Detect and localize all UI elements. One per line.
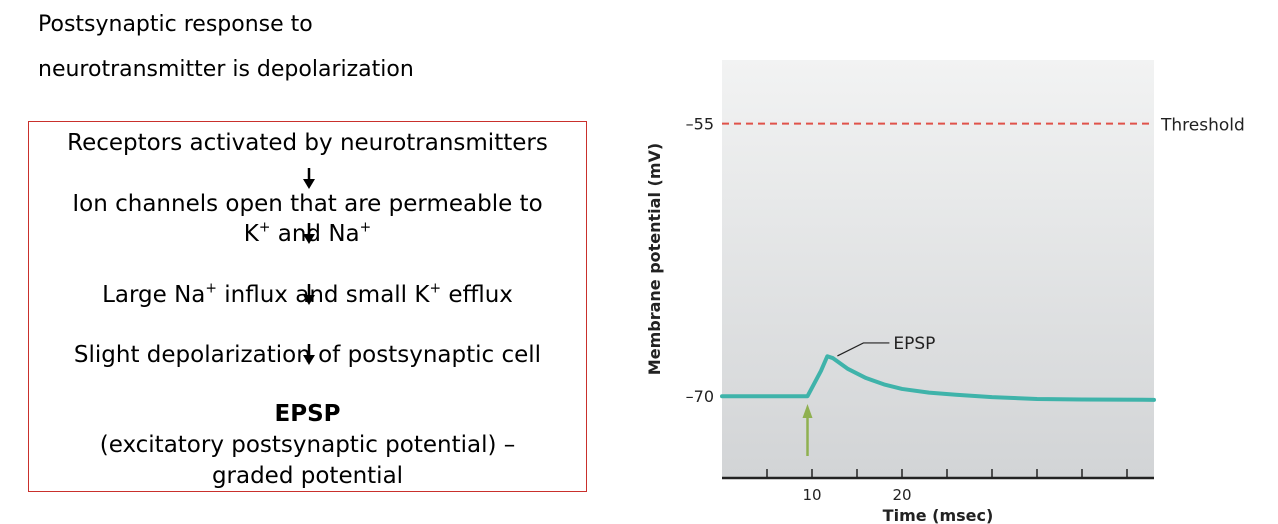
plus-superscript: +: [359, 219, 372, 236]
process-flow-box: Receptors activated by neurotransmitters…: [28, 121, 587, 492]
heading-line-2: neurotransmitter is depolarization: [38, 57, 414, 82]
threshold-label: Threshold: [1160, 116, 1245, 136]
result-graded-potential: graded potential: [211, 463, 404, 489]
plus-superscript: +: [429, 280, 442, 297]
epsp-trace: [720, 354, 1156, 402]
y-axis-label: Membrane potential (mV): [645, 143, 664, 375]
down-arrow-icon: [303, 344, 315, 365]
step-ion-channels-ions: K+ and Na+: [29, 219, 586, 249]
influx-small-potassium-label: influx and small K: [216, 282, 430, 308]
and-sodium-label: and Na: [270, 221, 360, 247]
heading-line-1: Postsynaptic response to: [38, 12, 313, 37]
y-tick-label: –70: [686, 387, 714, 406]
step-ion-channels-open: Ion channels open that are permeable to: [72, 191, 543, 217]
potassium-label: K: [243, 221, 259, 247]
step-receptors-activated: Receptors activated by neurotransmitters: [67, 130, 548, 156]
y-tick-label: –55: [686, 115, 714, 134]
down-arrow-icon: [303, 284, 315, 305]
step-sodium-influx: Large Na+ influx and small K+ efflux: [29, 280, 586, 310]
large-sodium-label: Large Na: [102, 282, 206, 308]
stimulus-arrow-icon: [802, 404, 813, 418]
plus-superscript: +: [205, 280, 217, 297]
x-tick-label: 10: [802, 486, 821, 504]
result-epsp-definition: (excitatory postsynaptic potential) –: [99, 432, 516, 458]
result-epsp-title: EPSP: [274, 401, 341, 427]
epsp-leader-line: [837, 342, 890, 357]
x-tick-label: 20: [892, 486, 911, 504]
x-axis-label: Time (msec): [883, 506, 994, 524]
epsp-annotation-label: EPSP: [893, 334, 935, 354]
efflux-label: efflux: [441, 282, 513, 308]
plus-superscript: +: [258, 219, 271, 236]
epsp-chart: Threshold –55 –70 Membrane potential (mV) 10…: [645, 60, 1245, 524]
down-arrow-icon: [303, 168, 315, 189]
plot-area: [722, 60, 1154, 478]
down-arrow-icon: [303, 223, 315, 244]
